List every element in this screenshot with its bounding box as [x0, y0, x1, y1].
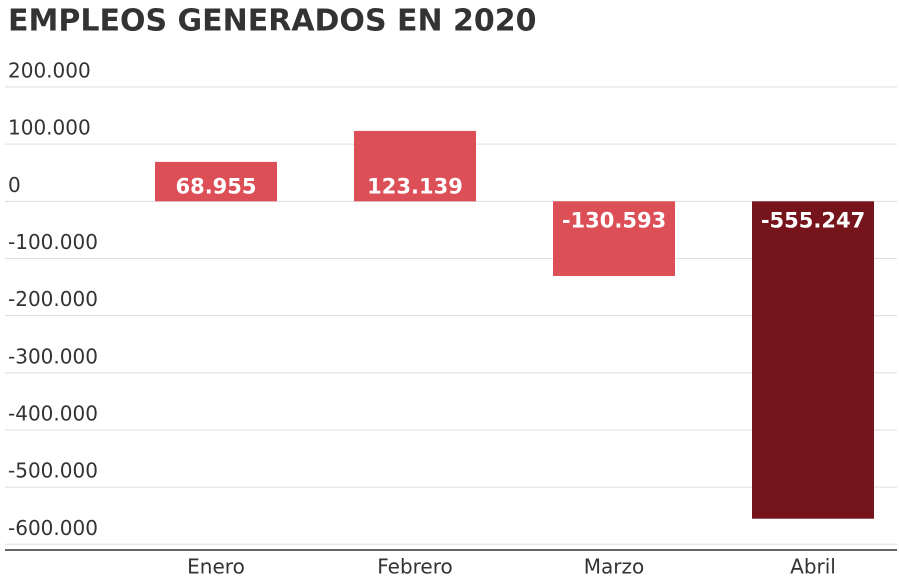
x-tick-label: Enero [187, 555, 245, 577]
bar [553, 201, 675, 276]
y-tick-label: 200.000 [8, 59, 91, 83]
bar [354, 130, 476, 202]
y-tick-label: -100.000 [8, 230, 98, 254]
value-label: -555.247 [761, 208, 865, 232]
y-tick-label: -400.000 [8, 401, 98, 425]
y-tick-label: -300.000 [8, 344, 98, 368]
y-tick-label: -500.000 [8, 459, 98, 483]
x-tick-label: Febrero [377, 555, 453, 577]
bar [155, 161, 277, 202]
value-label: -130.593 [562, 208, 666, 232]
chart-title: EMPLEOS GENERADOS EN 2020 [8, 4, 537, 39]
y-tick-label: -200.000 [8, 287, 98, 311]
x-tick-label: Marzo [584, 555, 644, 577]
value-label: 123.139 [367, 174, 463, 198]
x-tick-label: Abril [790, 555, 836, 577]
y-tick-label: 0 [8, 173, 21, 197]
y-tick-label: 100.000 [8, 116, 91, 140]
bar [752, 201, 874, 519]
value-label: 68.955 [175, 174, 256, 198]
y-tick-label: -600.000 [8, 516, 98, 540]
